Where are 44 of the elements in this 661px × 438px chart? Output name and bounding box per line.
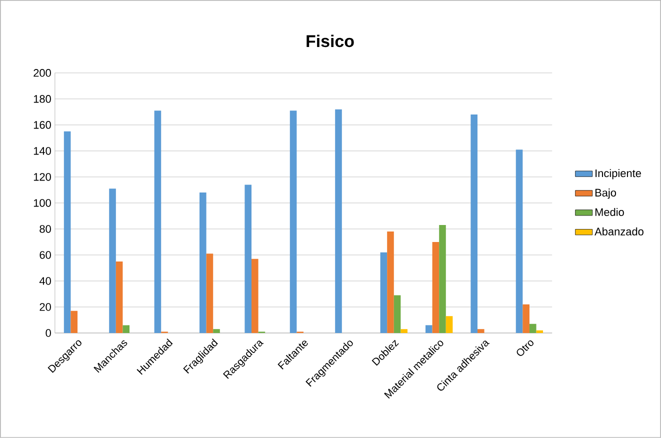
y-tick-label: 40	[39, 277, 51, 285]
y-tick-label: 120	[34, 173, 51, 181]
bar	[64, 131, 71, 334]
bar	[380, 252, 388, 334]
bar	[252, 258, 258, 334]
x-tick-label: Otro	[516, 340, 534, 356]
bar	[200, 192, 206, 334]
bar	[439, 225, 446, 334]
chart-title: Fisico	[306, 34, 354, 48]
y-tick-label: 60	[40, 251, 51, 259]
legend-label: Medio	[595, 208, 624, 216]
bar	[522, 304, 530, 334]
bar	[446, 316, 453, 334]
y-tick-label: 100	[34, 199, 51, 207]
bar	[116, 262, 123, 334]
bar	[432, 242, 440, 334]
bar	[109, 188, 116, 334]
bar	[70, 310, 78, 334]
legend-label: Bajo	[595, 188, 616, 199]
bar	[213, 329, 220, 334]
y-tick-label: 20	[40, 303, 51, 311]
bar	[516, 150, 523, 334]
bar	[536, 330, 544, 334]
y-tick-label: 80	[40, 225, 51, 233]
bar	[529, 324, 536, 334]
bar	[470, 114, 478, 334]
y-tick-label: 0	[46, 329, 51, 337]
bar	[425, 325, 432, 334]
y-tick-label: 140	[34, 147, 51, 155]
bar	[206, 254, 214, 334]
bar	[244, 184, 252, 334]
bar	[387, 232, 394, 334]
bar	[400, 329, 408, 334]
legend-label: Incipiente	[596, 169, 641, 180]
bar	[477, 329, 484, 334]
bar	[122, 325, 130, 334]
y-tick-label: 180	[34, 95, 51, 103]
bar	[335, 109, 342, 334]
y-tick-label: 200	[34, 69, 51, 77]
bar	[154, 110, 162, 334]
bar	[290, 110, 297, 334]
bar	[394, 295, 401, 334]
y-tick-label: 160	[34, 121, 51, 129]
legend-label: Abanzado	[594, 227, 644, 236]
